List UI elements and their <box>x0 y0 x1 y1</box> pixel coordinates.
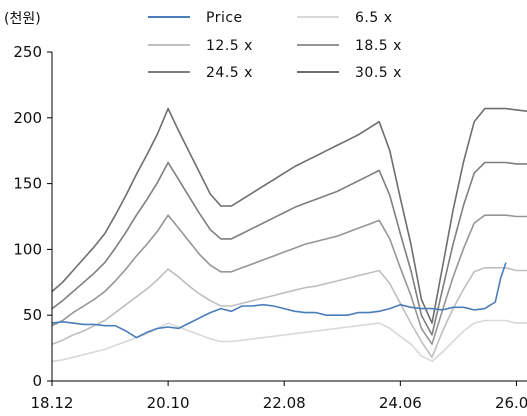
series-line-30-5-x <box>51 107 527 324</box>
x-tick-label: 20.10 <box>147 394 190 412</box>
legend-label-30-5-x: 30.5 x <box>355 65 402 81</box>
legend: Price 6.5 x 12.5 x 18.5 x 24.5 x 30.5 x <box>148 10 402 81</box>
y-tick-label: 250 <box>13 43 42 61</box>
x-tick-label: 24.06 <box>379 394 422 412</box>
y-axis-unit-label: (천원) <box>4 11 41 27</box>
legend-label-price: Price <box>206 10 243 26</box>
legend-label-18-5-x: 18.5 x <box>355 38 402 54</box>
series-line-12-5-x <box>51 266 527 359</box>
x-tick-label: 18.12 <box>31 394 74 412</box>
series-layer <box>51 107 527 363</box>
y-tick-label: 150 <box>13 175 42 193</box>
series-line-24-5-x <box>51 161 527 336</box>
x-tick-label: 26.04 <box>495 394 527 412</box>
legend-label-24-5-x: 24.5 x <box>206 65 253 81</box>
y-tick-label: 100 <box>13 240 42 258</box>
y-tick-label: 50 <box>23 306 42 324</box>
legend-label-6-5-x: 6.5 x <box>355 10 393 26</box>
axes: 0 50 100 150 200 250 18.12 20.10 22.08 24.06 26.04 <box>13 43 527 412</box>
y-tick-label: 200 <box>13 109 42 127</box>
legend-label-12-5-x: 12.5 x <box>206 38 253 54</box>
series-line-price <box>51 262 507 339</box>
y-tick-label: 0 <box>32 372 42 390</box>
series-line-18-5-x <box>51 214 527 346</box>
x-tick-label: 22.08 <box>263 394 306 412</box>
series-line-6-5-x <box>51 319 527 363</box>
